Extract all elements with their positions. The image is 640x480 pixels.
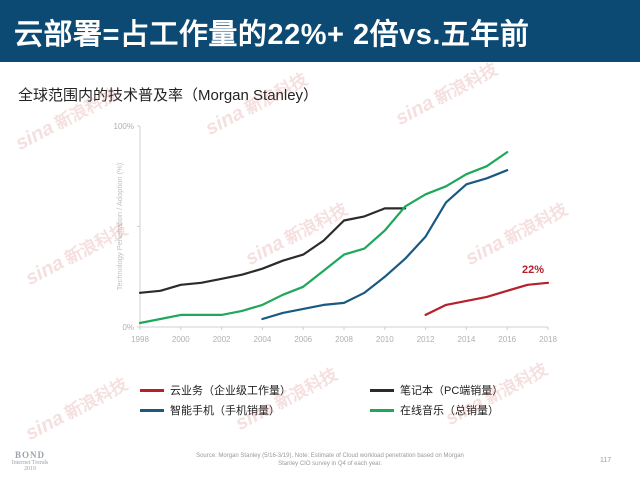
x-tick-label: 2016 [498, 335, 516, 344]
legend-swatch [370, 408, 394, 412]
x-tick-label: 2002 [213, 335, 231, 344]
logo-line-2: Internet Trends [11, 460, 49, 466]
page-title: 云部署=占工作量的22%+ 2倍vs.五年前 [14, 19, 530, 51]
x-tick-label: 2014 [458, 335, 476, 344]
x-tick-label: 2004 [254, 335, 272, 344]
x-tick-label: 2018 [539, 335, 557, 344]
y-tick-label: 100% [114, 122, 134, 131]
title-bar: 云部署=占工作量的22%+ 2倍vs.五年前 [0, 0, 640, 62]
legend-swatch [140, 388, 164, 392]
x-tick-label: 2006 [294, 335, 312, 344]
legend-swatch [370, 388, 394, 392]
legend-item: 在线音乐（总销量） [370, 401, 499, 419]
legend-item: 笔记本（PC端销量） [370, 381, 503, 399]
x-tick-label: 2008 [335, 335, 353, 344]
legend-label: 在线音乐（总销量） [400, 405, 499, 417]
x-tick-label: 2010 [376, 335, 394, 344]
legend-swatch [140, 408, 164, 412]
data-label-annotation: 22% [522, 264, 544, 276]
series-line-2 [138, 207, 407, 294]
series-line-1 [424, 281, 550, 316]
chart-subtitle: 全球范围内的技术普及率（Morgan Stanley） [18, 87, 319, 104]
series-line-4 [138, 151, 509, 325]
legend-item: 云业务（企业级工作量） [140, 381, 291, 399]
logo-line-1: BOND [14, 450, 45, 460]
bond-logo: BOND Internet Trends 2019 [10, 450, 50, 472]
x-tick-label: 1998 [131, 335, 149, 344]
legend-label: 笔记本（PC端销量） [400, 385, 504, 397]
y-axis-title: Technology Penetration / Adoption (%) [115, 162, 124, 290]
y-tick-label: 0% [122, 323, 134, 332]
series-line-3 [261, 169, 509, 321]
x-tick-label: 2012 [417, 335, 435, 344]
legend-item: 智能手机（手机销量） [140, 401, 280, 419]
legend-label: 云业务（企业级工作量） [170, 385, 291, 397]
legend-label: 智能手机（手机销量） [170, 405, 280, 417]
logo-line-3: 2019 [24, 466, 36, 472]
source-note: Source: Morgan Stanley (5/16-3/19). Note… [196, 453, 464, 467]
x-tick-label: 2000 [172, 335, 190, 344]
page-number: 117 [600, 457, 612, 464]
